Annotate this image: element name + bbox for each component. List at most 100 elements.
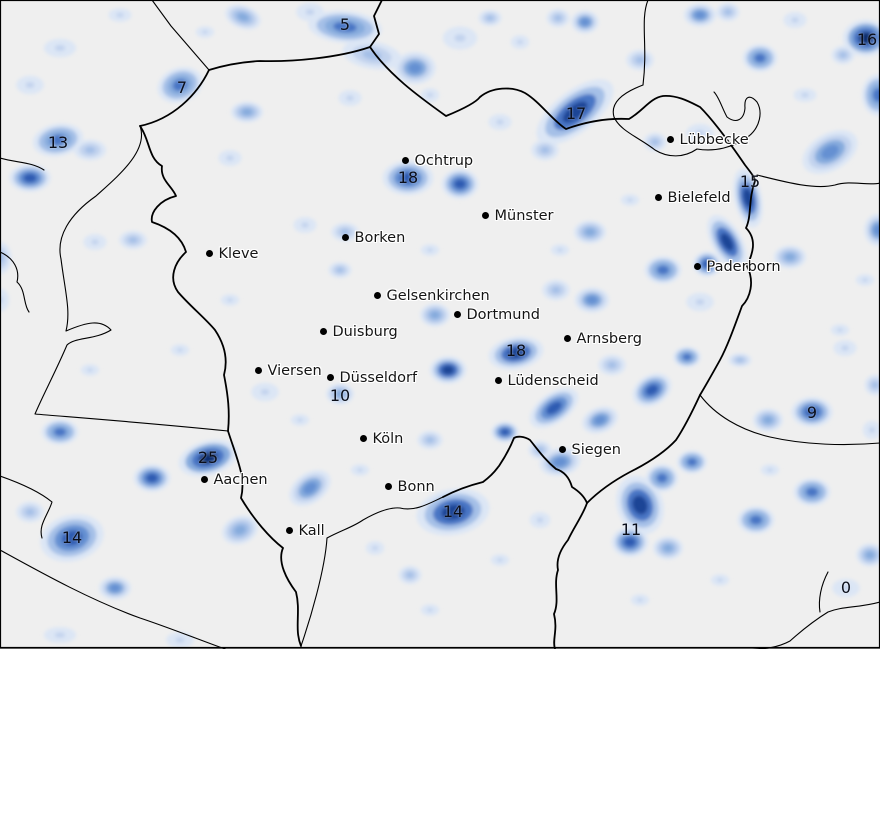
precip-cell <box>297 418 303 422</box>
precip-cell <box>336 267 344 273</box>
state-border-line <box>369 0 383 48</box>
precip-cell <box>858 32 874 44</box>
precip-cell <box>301 222 309 228</box>
precip-cell <box>724 9 732 15</box>
state-border-line <box>227 430 302 647</box>
precip-cell <box>695 299 705 305</box>
precip-cell <box>198 452 218 464</box>
precip-cell <box>682 353 692 361</box>
precip-cell <box>172 79 188 91</box>
precip-cell <box>54 632 66 638</box>
precip-cell <box>557 248 563 252</box>
precip-cell <box>61 530 83 546</box>
border-line <box>0 251 30 313</box>
precip-cell <box>632 495 648 515</box>
precip-cell <box>87 368 93 372</box>
precip-cell <box>128 237 138 243</box>
precip-cell <box>551 286 561 294</box>
border-line <box>151 0 210 71</box>
precip-cell <box>702 259 712 269</box>
precip-cell <box>645 384 659 396</box>
precip-cell <box>540 146 550 154</box>
precip-cell <box>562 101 588 123</box>
precip-cell <box>791 17 799 23</box>
precip-cell <box>427 608 433 612</box>
precip-cell <box>146 473 158 483</box>
precip-cell <box>109 584 121 592</box>
precip-cell <box>0 288 10 312</box>
precip-cell <box>227 298 233 302</box>
precip-cell <box>454 34 466 42</box>
precip-cell <box>594 415 606 425</box>
border-line <box>699 394 880 446</box>
precip-cell <box>754 53 766 63</box>
precip-cell <box>580 18 590 26</box>
state-border-line <box>699 180 756 396</box>
precip-cell <box>357 468 363 472</box>
precip-cell <box>663 544 673 552</box>
precip-cell <box>340 229 350 235</box>
precip-cell <box>237 12 249 22</box>
border-line <box>612 84 761 157</box>
precip-cell <box>720 233 734 251</box>
precip-cell <box>399 172 417 184</box>
precip-cell <box>805 407 819 417</box>
precip-cell <box>441 504 465 520</box>
border-line <box>752 601 880 649</box>
precip-cell <box>637 598 643 602</box>
precip-cell <box>25 82 35 88</box>
precip-cell <box>806 487 818 497</box>
precip-cell <box>841 585 851 591</box>
border-line <box>0 157 45 171</box>
precip-cell <box>784 253 796 261</box>
precip-cell <box>553 457 567 467</box>
precip-cell <box>750 515 762 525</box>
precip-cell <box>517 39 523 45</box>
precip-cell <box>346 95 354 101</box>
precip-cell <box>586 295 598 305</box>
precip-cell <box>767 468 773 472</box>
precip-cell <box>635 56 645 64</box>
precip-cell <box>425 437 435 443</box>
precip-cell <box>763 416 773 424</box>
thin-borders <box>0 0 880 649</box>
precip-cell <box>694 11 706 19</box>
state-borders <box>139 0 756 649</box>
border-line <box>642 0 649 86</box>
precip-cell <box>657 265 669 275</box>
precip-cell <box>821 144 839 160</box>
precip-cell <box>869 427 875 433</box>
precip-cell <box>872 88 880 102</box>
state-border-line <box>139 69 210 127</box>
precip-cell <box>333 21 357 33</box>
precip-cell <box>656 473 668 483</box>
precip-cell <box>335 390 345 398</box>
precip-cell <box>687 458 697 466</box>
precip-cell <box>554 15 562 21</box>
precipitation-blobs <box>0 2 880 649</box>
border-line <box>0 549 226 649</box>
precip-cell <box>406 572 414 578</box>
state-border-line <box>208 46 371 71</box>
precip-cell <box>695 130 705 136</box>
border-line <box>0 475 53 539</box>
precip-cell <box>651 139 659 145</box>
precip-cell <box>408 62 422 74</box>
precip-cell <box>873 224 880 236</box>
precip-cell <box>839 52 847 58</box>
precip-cell <box>454 179 466 189</box>
precip-cell <box>84 146 96 154</box>
precip-cell <box>496 119 504 125</box>
precip-cell <box>303 482 317 494</box>
precip-cell <box>736 357 744 363</box>
state-border-line <box>553 502 588 649</box>
precip-cell <box>584 228 596 236</box>
state-border-line <box>586 394 701 504</box>
precip-cell <box>23 173 37 183</box>
precip-cell <box>865 551 875 559</box>
precip-cell <box>837 328 843 332</box>
precip-cell <box>54 45 66 51</box>
precip-cell <box>305 9 315 15</box>
precip-cell <box>49 134 67 146</box>
